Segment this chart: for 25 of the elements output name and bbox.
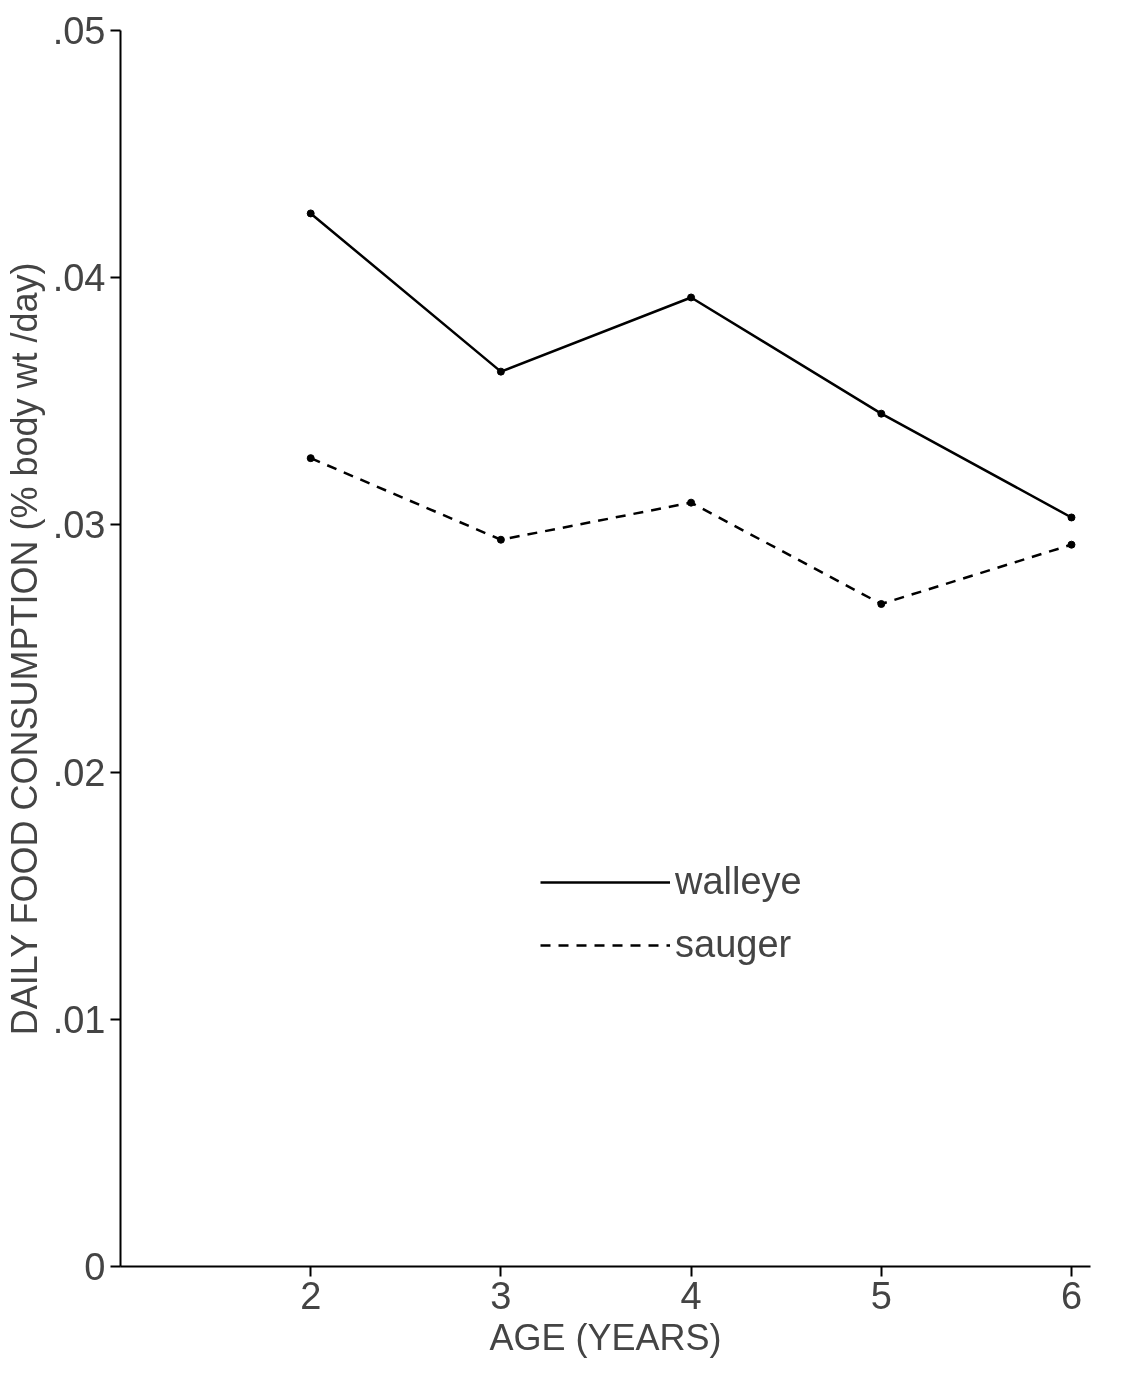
x-tick-label: 2: [300, 1274, 322, 1317]
x-tick-label: 5: [870, 1274, 892, 1317]
point: [687, 293, 696, 302]
point: [496, 535, 505, 544]
legend-label: sauger: [675, 923, 792, 966]
y-tick-label: .04: [52, 257, 106, 300]
x-axis-title: AGE (YEARS): [489, 1316, 722, 1358]
point: [877, 600, 886, 608]
y-tick-label: .01: [52, 998, 106, 1041]
y-tick-label: .02: [52, 751, 106, 794]
legend-label: walleye: [675, 860, 802, 903]
point: [1067, 540, 1076, 549]
y-tick-label: 0: [84, 1246, 106, 1288]
y-tick-label: .05: [52, 10, 106, 52]
x-tick-label: 6: [1060, 1274, 1083, 1317]
x-tick-label: 3: [490, 1274, 512, 1317]
point: [1067, 513, 1076, 522]
point: [306, 454, 315, 463]
y-tick-label: .03: [52, 504, 106, 547]
x-tick-label: 4: [680, 1274, 702, 1317]
point: [496, 367, 505, 376]
point: [687, 498, 696, 507]
y-axis-title: DAILY FOOD CONSUMPTION (% body wt /day): [3, 262, 45, 1036]
point: [877, 409, 886, 418]
point: [306, 209, 315, 218]
